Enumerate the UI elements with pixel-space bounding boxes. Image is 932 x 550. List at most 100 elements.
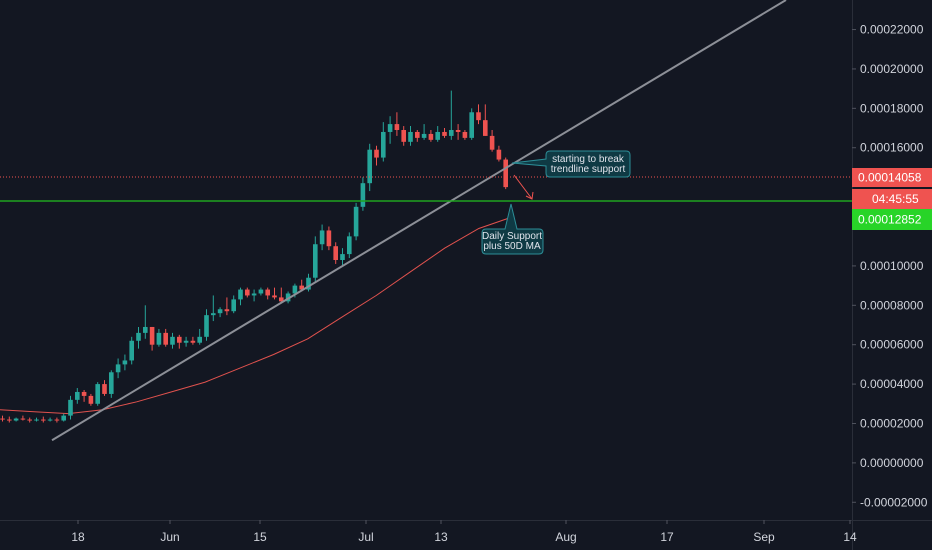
candle-body	[129, 340, 134, 361]
candle-body	[313, 244, 318, 278]
y-tick-label: 0.00020000	[860, 62, 924, 76]
candle	[75, 388, 80, 404]
candle-body	[347, 236, 352, 255]
candle	[285, 291, 291, 304]
y-tick-label: 0.00010000	[860, 259, 924, 273]
candle	[115, 358, 121, 379]
x-axis[interactable]: 18 Jun 15 Jul 13 Aug 17 Sep 14	[71, 520, 857, 544]
candle	[163, 328, 168, 347]
candle	[258, 287, 264, 296]
candle-body	[353, 206, 359, 237]
candle	[408, 126, 413, 146]
candle	[421, 124, 427, 140]
candle-body	[326, 230, 332, 247]
candle-body	[224, 309, 230, 312]
y-tick-label: 0.00006000	[860, 338, 924, 352]
candle-body	[279, 297, 284, 302]
candle	[360, 177, 366, 211]
candle	[68, 395, 73, 420]
candles-layer	[0, 90, 508, 423]
y-tick-label: 0.00018000	[860, 101, 924, 115]
candle	[20, 415, 26, 421]
moving-average-layer	[0, 216, 514, 415]
candle-body	[462, 131, 468, 138]
candle	[469, 108, 474, 140]
candle-body	[27, 419, 32, 421]
candle	[41, 416, 46, 423]
candle	[27, 417, 32, 423]
candle-body	[115, 364, 121, 373]
candle-body	[408, 131, 413, 142]
candle-body	[381, 131, 386, 158]
candle	[313, 236, 318, 282]
candle	[47, 417, 53, 422]
x-tick-label: Jun	[160, 530, 179, 544]
candle	[136, 326, 141, 349]
candle	[245, 287, 250, 298]
candle	[503, 157, 508, 190]
candle	[7, 416, 12, 423]
candle	[381, 122, 386, 162]
candle-body	[292, 285, 298, 294]
candle	[217, 307, 223, 318]
x-tick-label: 13	[434, 530, 448, 544]
candle	[428, 130, 434, 142]
candle	[319, 224, 325, 251]
candle-body	[272, 295, 277, 298]
candle-body	[190, 340, 196, 343]
candle-body	[455, 130, 461, 132]
candle-body	[503, 159, 508, 188]
candle	[61, 413, 66, 422]
candle-body	[340, 254, 345, 260]
candle-body	[163, 332, 168, 345]
lines-layer	[0, 0, 852, 442]
x-tick-label: Jul	[358, 530, 373, 544]
candle-body	[265, 289, 270, 296]
candle-body	[217, 309, 223, 314]
candle-body	[394, 124, 400, 130]
candle-body	[61, 415, 66, 421]
candle-body	[122, 360, 128, 365]
candle-body	[496, 149, 502, 160]
y-tick-label: 0.00004000	[860, 377, 924, 391]
candle	[204, 309, 209, 341]
x-tick-label: 17	[660, 530, 674, 544]
candle-body	[0, 418, 5, 420]
support-price-badge-text: 0.00012852	[858, 213, 922, 227]
candle-body	[13, 418, 19, 421]
candle	[401, 126, 406, 146]
annotation-callout	[481, 203, 544, 255]
candle	[442, 128, 447, 138]
candle-body	[245, 289, 250, 296]
candle-body	[20, 418, 26, 420]
candle-body	[251, 293, 257, 296]
candle	[143, 305, 148, 339]
candle	[394, 112, 400, 136]
candle	[156, 328, 162, 347]
candle	[326, 226, 332, 251]
candle	[238, 287, 243, 306]
y-axis[interactable]: 0.00022000 0.00020000 0.00018000 0.00016000…	[852, 23, 932, 510]
candle-body	[387, 124, 393, 132]
candle	[272, 287, 277, 300]
candle-body	[428, 133, 434, 140]
candle	[81, 390, 87, 402]
y-tick-label: 0.00000000	[860, 456, 924, 470]
candle-body	[374, 149, 379, 158]
candle-body	[211, 313, 216, 316]
x-tick-label: 14	[843, 530, 857, 544]
candle-body	[333, 246, 338, 260]
candle	[306, 273, 311, 292]
candle-body	[319, 230, 325, 245]
candle-body	[415, 131, 420, 138]
candle	[340, 248, 345, 266]
candle-body	[258, 289, 264, 294]
candle-body	[401, 130, 406, 142]
last-price-badge-text: 0.00014058	[858, 171, 922, 185]
candle	[415, 130, 420, 142]
candle-body	[469, 112, 474, 138]
annotation-text: plus 50D MA	[483, 241, 541, 252]
